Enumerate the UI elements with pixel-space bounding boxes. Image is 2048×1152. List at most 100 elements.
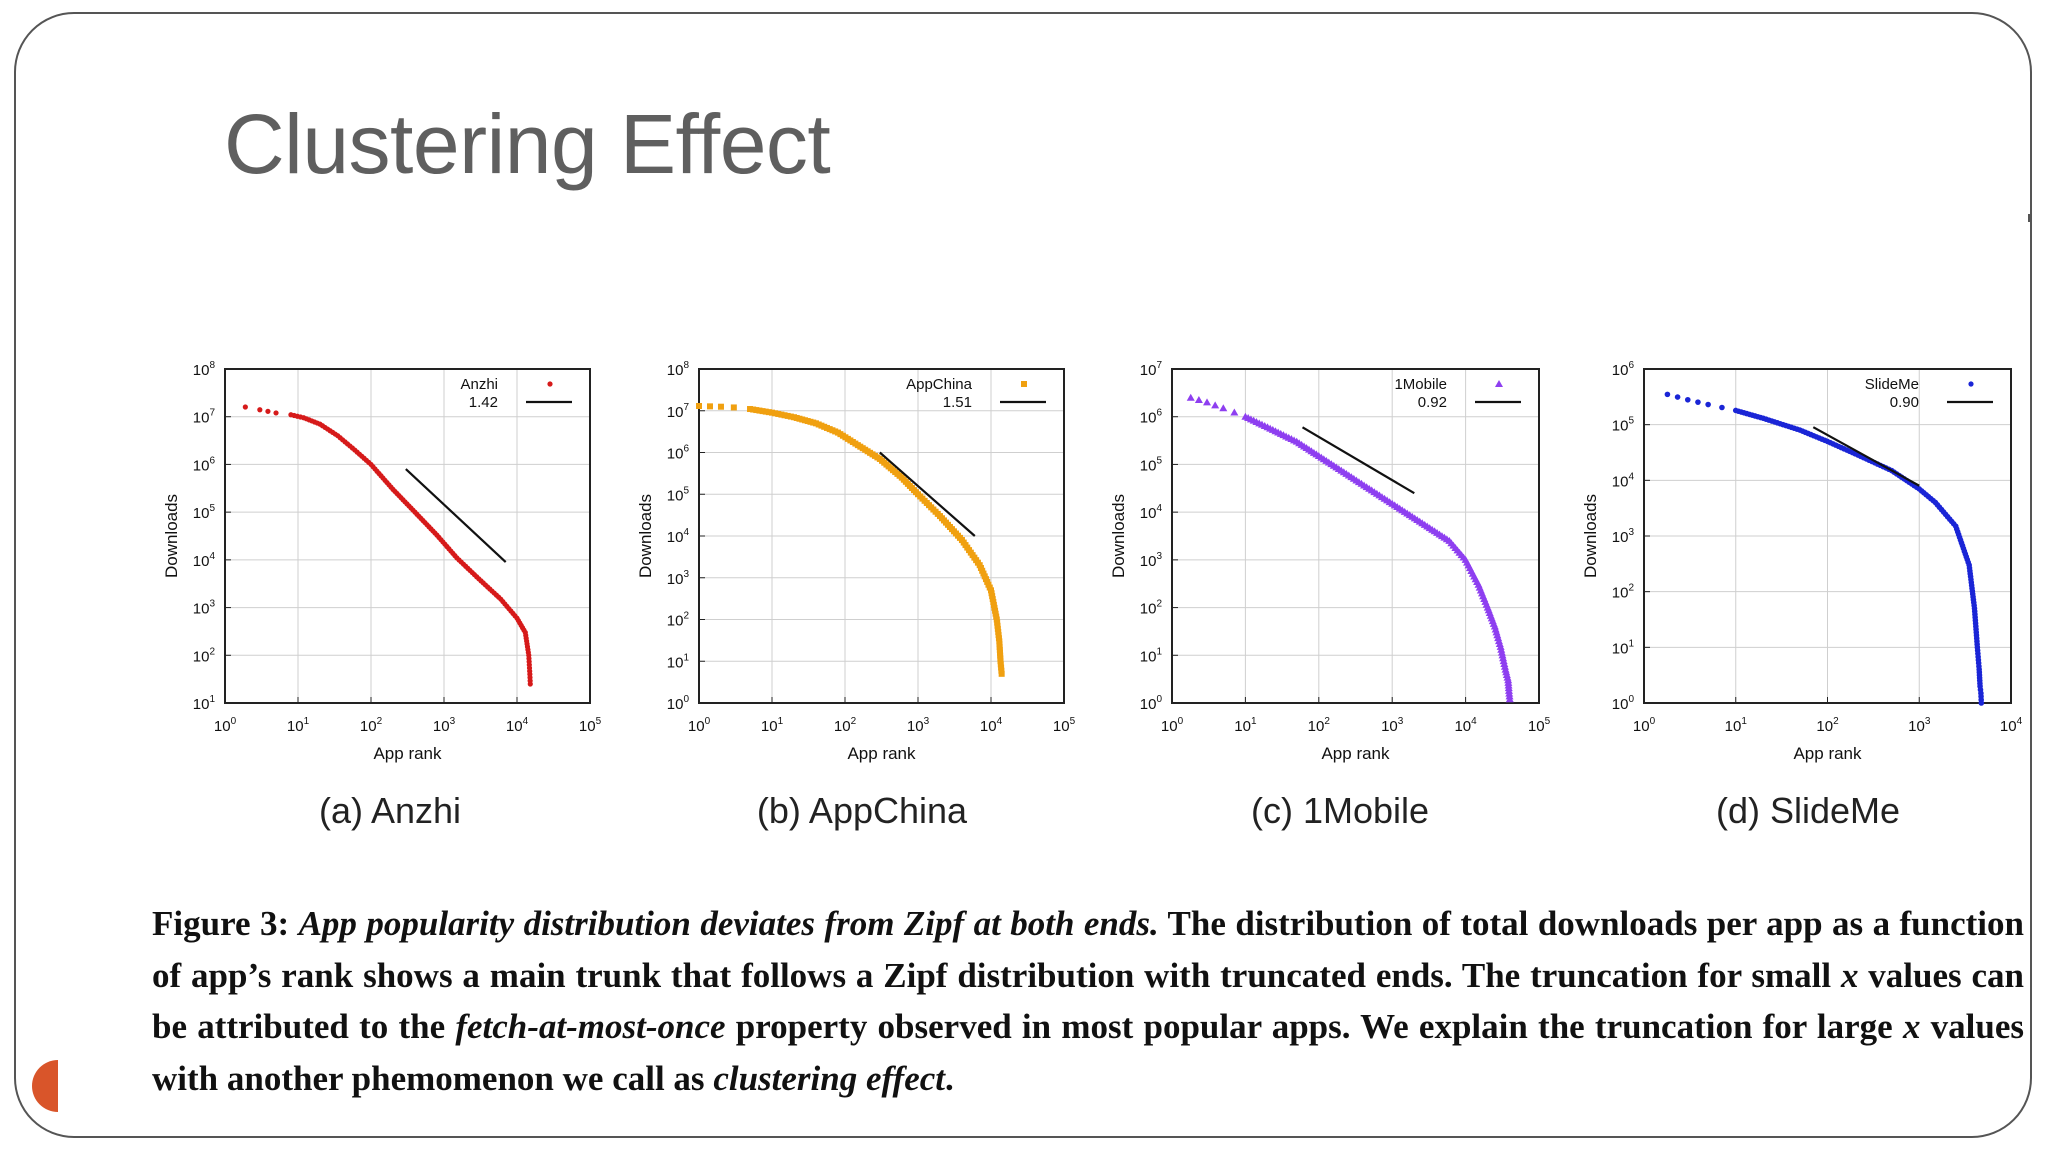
x-tick-label: 104 <box>980 716 1003 735</box>
data-point <box>753 407 760 414</box>
y-tick-label: 106 <box>1140 408 1163 427</box>
data-point <box>265 408 271 414</box>
data-point <box>1500 659 1509 667</box>
data-point <box>1684 396 1691 403</box>
fit-line <box>1301 426 1415 495</box>
plot-frame <box>224 368 591 704</box>
x-axis-label: App rank <box>847 744 916 763</box>
legend-fit-label: 0.92 <box>1418 394 1447 411</box>
caption-var-2: x <box>1902 1007 1921 1046</box>
data-point <box>995 628 1002 635</box>
data-point <box>998 670 1005 677</box>
legend-marker <box>1021 381 1027 387</box>
y-tick-label: 100 <box>1140 694 1163 713</box>
legend-fit-label: 0.90 <box>1890 394 1919 411</box>
chart-panel-4: 100 101 102 103 104 100 101 102 103 104 105 106 App … <box>1581 360 2023 831</box>
data-point <box>706 403 713 410</box>
data-point <box>1230 408 1239 416</box>
plot-frame <box>1643 368 2012 704</box>
x-tick-label: 102 <box>360 716 383 735</box>
caption-sentence-2: property observed in most popular apps. … <box>735 1007 1893 1046</box>
caption-end-term: clustering effect <box>713 1058 945 1098</box>
data-point <box>1499 654 1508 662</box>
x-tick-label: 104 <box>1454 716 1477 735</box>
x-tick-label: 103 <box>1381 716 1404 735</box>
chart-panel-3: 100 101 102 103 104 105 100 101 102 103 104 105 106 1… <box>1109 360 1551 831</box>
y-tick-label: 103 <box>193 599 216 618</box>
data-point <box>1498 651 1507 659</box>
data-point <box>273 410 279 416</box>
y-tick-label: 107 <box>1140 360 1163 379</box>
y-tick-label: 102 <box>1140 599 1163 618</box>
data-point <box>781 412 788 419</box>
x-tick-label: 100 <box>1161 716 1184 735</box>
y-tick-label: 105 <box>1140 455 1163 474</box>
data-point <box>1219 404 1228 412</box>
x-tick-label: 102 <box>1308 716 1331 735</box>
subcaption: (d) SlideMe <box>1716 790 1900 831</box>
data-point <box>769 409 775 416</box>
subcaption: (b) AppChina <box>757 790 968 831</box>
y-tick-label: 103 <box>667 569 690 588</box>
data-point <box>1695 399 1701 405</box>
x-axis-label: App rank <box>1321 744 1390 763</box>
legend-fit-label: 1.51 <box>943 394 972 411</box>
legend-label: Anzhi <box>460 376 498 393</box>
data-point <box>696 402 702 409</box>
x-axis-label: App rank <box>1793 744 1862 763</box>
data-point <box>1674 394 1681 400</box>
y-tick-label: 108 <box>193 360 216 379</box>
data-point <box>784 412 791 419</box>
x-tick-label: 102 <box>1816 716 1839 735</box>
x-tick-label: 101 <box>287 716 310 735</box>
y-tick-label: 105 <box>667 485 690 504</box>
data-point <box>1211 401 1220 409</box>
data-point <box>772 410 779 417</box>
data-point <box>730 404 737 411</box>
x-tick-label: 100 <box>1633 716 1656 735</box>
plot-area <box>225 369 590 703</box>
plot-frame <box>698 368 1065 704</box>
data-point <box>994 619 1001 626</box>
x-tick-label: 102 <box>834 716 857 735</box>
fit-line <box>405 468 507 563</box>
y-tick-label: 103 <box>1612 527 1635 546</box>
x-tick-label: 105 <box>1528 716 1551 735</box>
data-point <box>997 658 1004 665</box>
plot-area <box>1172 369 1539 703</box>
y-tick-label: 104 <box>193 551 216 570</box>
data-point <box>775 410 782 417</box>
y-tick-label: 101 <box>1612 638 1635 657</box>
data-point <box>995 632 1002 639</box>
x-axis-label: App rank <box>373 744 442 763</box>
data-point <box>747 406 754 413</box>
fit-line <box>1812 426 1920 487</box>
caption-sentence-2b: values with another phemomenon we call a… <box>152 1007 2025 1098</box>
data-point <box>759 408 766 415</box>
legend-marker <box>1495 380 1503 387</box>
legend-marker <box>1968 381 1974 387</box>
legend-label: SlideMe <box>1865 376 1919 393</box>
x-tick-label: 101 <box>1234 716 1257 735</box>
caption-term: fetch-at-most-once <box>455 1007 726 1046</box>
data-point <box>762 408 769 415</box>
data-point <box>1186 393 1195 401</box>
y-tick-label: 106 <box>1612 360 1635 379</box>
subcaption: (a) Anzhi <box>319 790 461 831</box>
y-tick-label: 101 <box>193 694 216 713</box>
data-point <box>1497 648 1506 656</box>
x-tick-label: 103 <box>907 716 930 735</box>
data-point <box>994 622 1001 629</box>
fit-line <box>879 451 976 537</box>
y-axis-label: Downloads <box>1109 494 1128 578</box>
y-tick-label: 100 <box>1612 694 1635 713</box>
data-point <box>257 407 263 413</box>
y-tick-label: 101 <box>1140 646 1163 665</box>
legend-label: 1Mobile <box>1394 376 1447 393</box>
y-tick-label: 101 <box>667 652 690 671</box>
data-point <box>1505 695 1514 703</box>
data-point <box>787 413 794 420</box>
y-tick-label: 105 <box>193 503 216 522</box>
x-tick-label: 104 <box>506 716 529 735</box>
data-point <box>1496 642 1505 650</box>
